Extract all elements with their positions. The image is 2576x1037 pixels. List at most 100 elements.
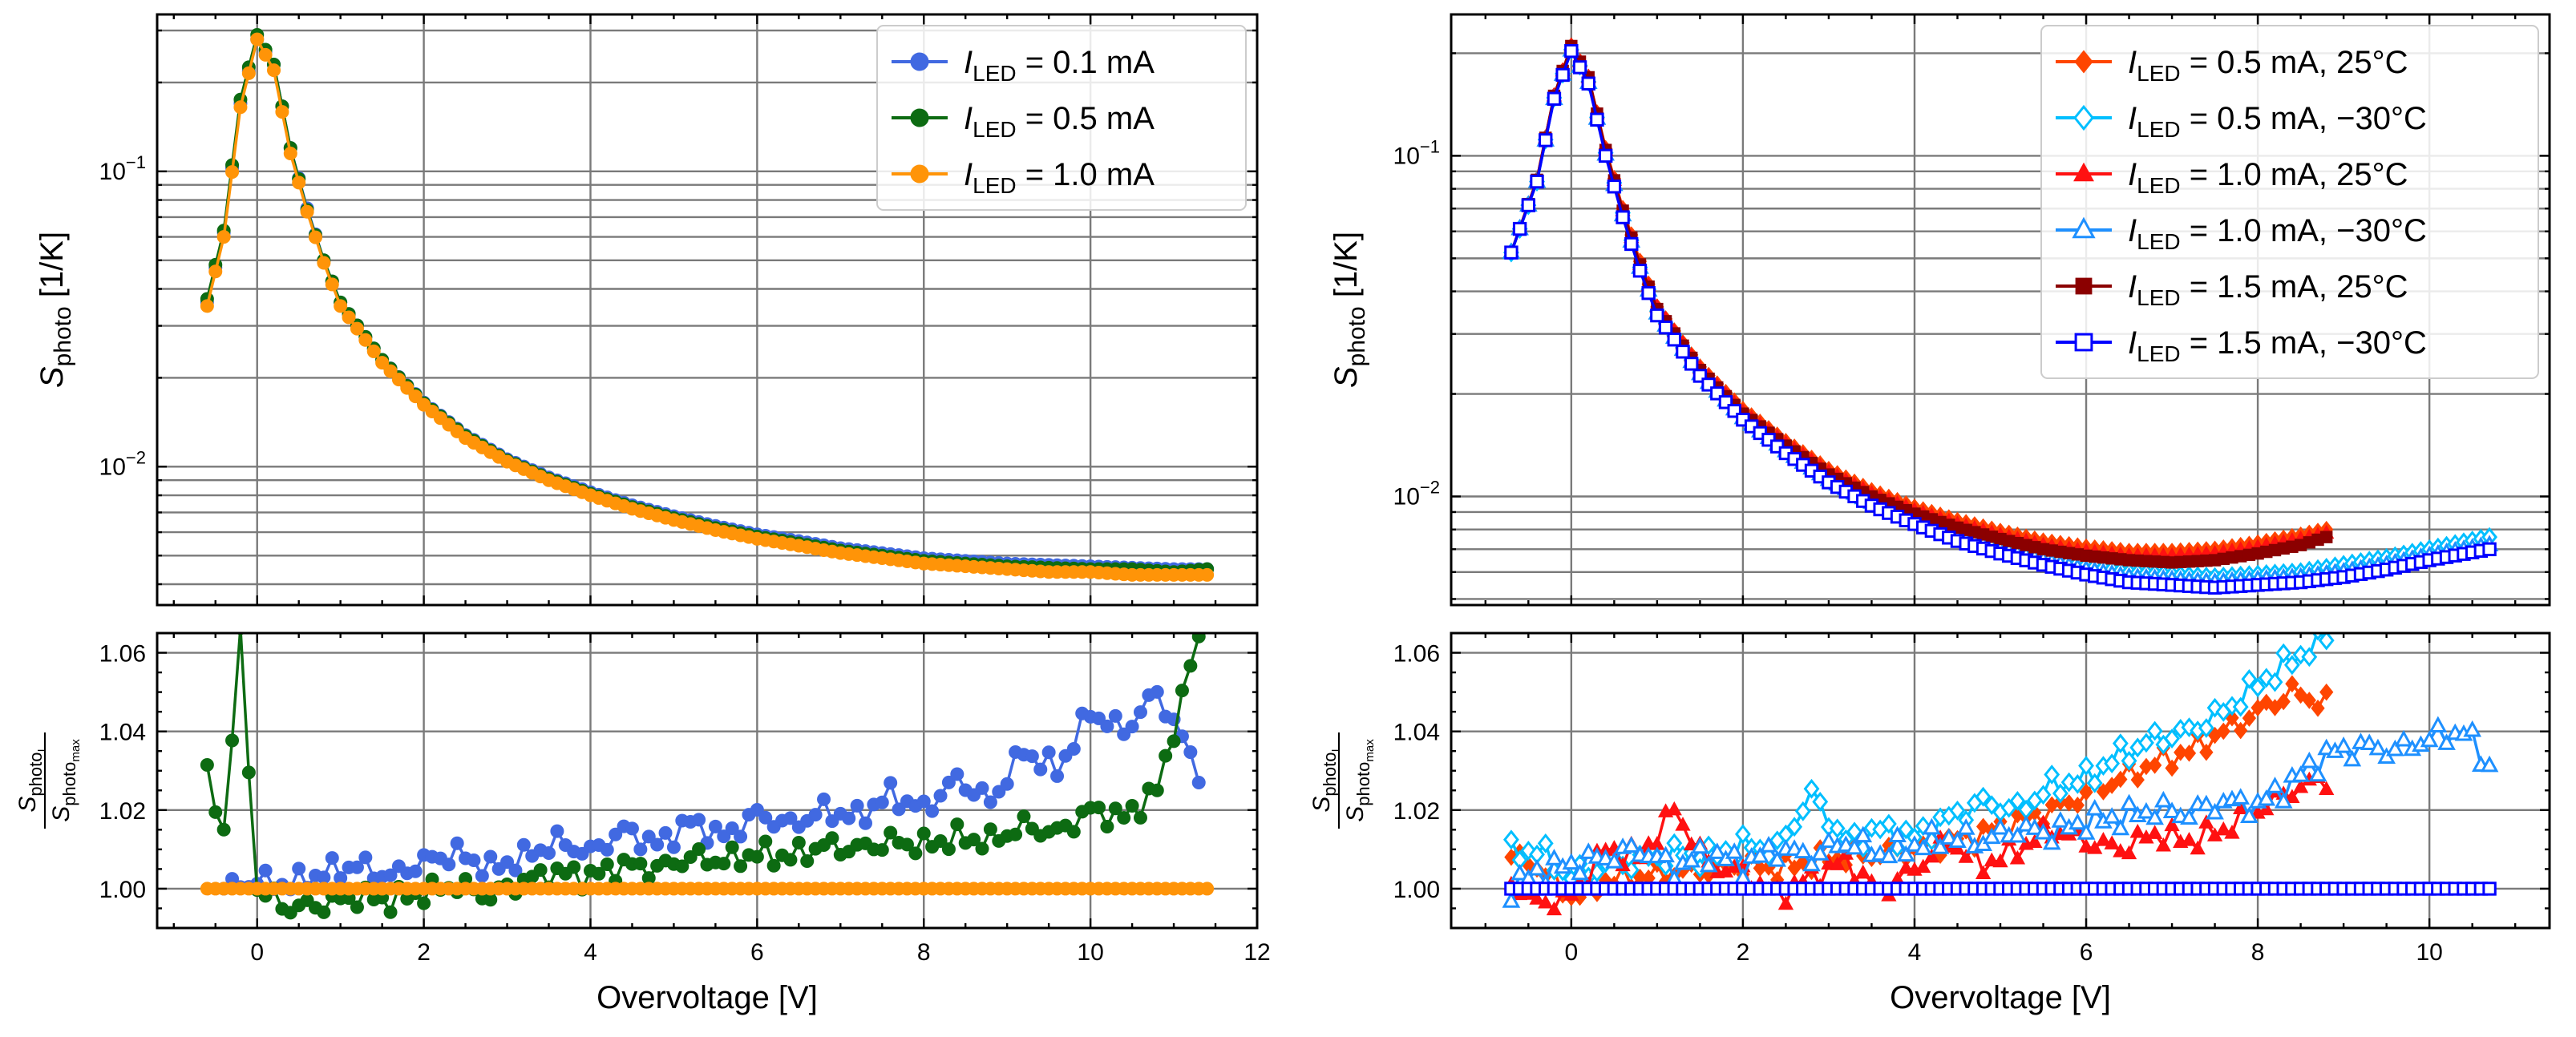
- data-point: [1616, 210, 1630, 224]
- data-point: [2052, 783, 2068, 804]
- data-point: [500, 855, 515, 870]
- data-point: [1579, 842, 1598, 859]
- data-point: [941, 775, 956, 789]
- data-point: [2301, 647, 2318, 668]
- series-3: [200, 32, 1215, 582]
- data-point: [2275, 643, 2292, 664]
- data-point: [592, 866, 606, 881]
- data-point: [1691, 837, 1709, 854]
- data-point: [1200, 882, 1215, 896]
- y-tick-label: 1.00: [99, 877, 146, 903]
- series-4: [1502, 716, 2499, 908]
- data-point: [2042, 833, 2061, 850]
- legend-entry: ILED = 0.5 mA, 25°C: [2056, 45, 2408, 86]
- data-point: [2308, 765, 2327, 782]
- data-point: [2482, 882, 2497, 896]
- data-point: [350, 321, 364, 336]
- data-point: [2482, 542, 2497, 557]
- data-point: [2069, 773, 2086, 794]
- axes-frame: [156, 13, 1259, 607]
- y-tick-label: 1.02: [99, 798, 146, 825]
- legend-label: ILED = 1.0 mA, −30°C: [2128, 213, 2427, 254]
- legend-subscript: LED: [973, 173, 1016, 198]
- data-point: [2034, 822, 2052, 840]
- data-point: [2299, 751, 2319, 769]
- data-point: [2073, 162, 2094, 182]
- data-point: [2044, 765, 2060, 785]
- data-point: [408, 864, 423, 878]
- x-tick-label: 8: [2251, 939, 2265, 966]
- data-point: [2155, 837, 2172, 852]
- data-point: [2027, 833, 2043, 849]
- legend-subscript: LED: [2137, 341, 2180, 366]
- data-point: [2437, 733, 2456, 750]
- log-base: 10: [1393, 143, 1420, 169]
- data-point: [375, 356, 390, 370]
- data-point: [1108, 708, 1122, 723]
- data-point: [241, 66, 256, 80]
- data-point: [750, 803, 764, 817]
- data-point: [2077, 823, 2096, 840]
- data-point: [933, 789, 948, 803]
- data-point: [1622, 836, 1641, 853]
- data-point: [941, 842, 956, 857]
- y-label-denominator: Sphotomax: [48, 739, 83, 822]
- data-point: [692, 813, 706, 827]
- data-point: [2302, 692, 2316, 709]
- data-point: [633, 842, 648, 857]
- x-tick-label: 4: [584, 939, 597, 966]
- legend-label: ILED = 1.5 mA, −30°C: [2128, 325, 2427, 366]
- data-point: [1503, 829, 1519, 850]
- legend-subscript: LED: [2137, 61, 2180, 86]
- legend-subscript: LED: [2137, 117, 2180, 142]
- data-point: [1183, 745, 1198, 760]
- data-point: [1547, 91, 1562, 106]
- data-point: [2087, 840, 2103, 854]
- data-point: [2164, 817, 2180, 832]
- series-3: [200, 882, 1215, 896]
- data-point: [317, 905, 331, 919]
- data-point: [1624, 236, 1639, 252]
- data-point: [1546, 901, 1563, 916]
- data-point: [892, 802, 906, 817]
- data-point: [1819, 831, 1838, 849]
- data-point: [884, 825, 898, 840]
- data-point: [1898, 819, 1915, 840]
- data-point: [1975, 786, 1992, 807]
- data-point: [2231, 788, 2250, 805]
- data-point: [334, 299, 348, 313]
- legend-value: = 1.5 mA, −30°C: [2181, 325, 2427, 361]
- data-point: [2242, 709, 2257, 727]
- data-point: [2078, 756, 2094, 776]
- axes-frame: [1450, 631, 2551, 930]
- data-point: [2420, 730, 2439, 748]
- data-point: [250, 32, 265, 46]
- data-point: [1596, 849, 1615, 866]
- y-label-subsubscript: max: [1363, 739, 1377, 762]
- data-point: [1759, 836, 1778, 853]
- data-point: [2111, 818, 2130, 836]
- data-point: [992, 785, 1006, 799]
- series-group: [200, 633, 1215, 920]
- right-bottom-panel: 1.00 1.02 1.04 1.06 0 2 4 6 8 10 Overvoltage [V] Sp…: [1308, 631, 2551, 1015]
- legend-symbol: I: [964, 101, 973, 136]
- data-point: [2104, 835, 2120, 849]
- x-tick-label: 0: [1565, 939, 1579, 966]
- data-point: [1066, 825, 1081, 839]
- y-axis-label: Sphoto [1/K]: [1328, 232, 1370, 388]
- x-tick-label: 6: [750, 939, 764, 966]
- data-point: [1896, 845, 1915, 862]
- data-point: [2259, 801, 2275, 816]
- data-point: [2311, 699, 2325, 717]
- data-point: [600, 857, 614, 872]
- data-point: [2016, 815, 2036, 832]
- data-point: [933, 833, 948, 848]
- legend-value: = 0.5 mA: [1017, 101, 1155, 136]
- data-point: [1183, 659, 1198, 673]
- legend-subscript: LED: [2137, 285, 2180, 310]
- data-point: [910, 164, 929, 184]
- legend-value: = 1.0 mA, −30°C: [2181, 213, 2427, 248]
- data-point: [1025, 749, 1039, 764]
